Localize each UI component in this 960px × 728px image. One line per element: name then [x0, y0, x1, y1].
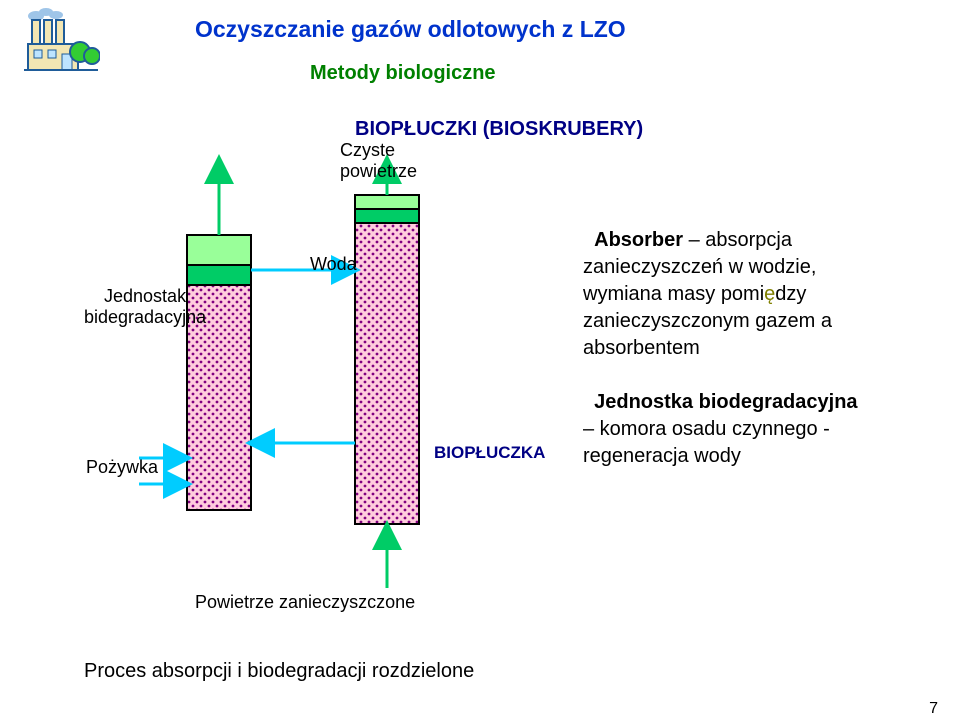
page-title: Oczyszczanie gazów odlotowych z LZO [195, 16, 626, 43]
page-number: 7 [929, 700, 938, 718]
page-subtitle: Metody biologiczne [310, 62, 496, 85]
body-absorber: Absorber – absorpcja zanieczyszczeń w wo… [583, 200, 943, 362]
label-water: Woda [310, 254, 357, 275]
biodegradation-column [187, 235, 251, 510]
label-feed: Pożywka [86, 457, 158, 478]
bioscrubber-diagram [83, 140, 533, 640]
body-unit: Jednostka biodegradacyjna – komora osadu… [583, 362, 943, 470]
diagram-caption: BIOPŁUCZKI (BIOSKRUBERY) [355, 118, 643, 141]
footer-line: Proces absorpcji i biodegradacji rozdzie… [84, 660, 474, 683]
label-biodeg-unit: Jednostak bidegradacyjna [84, 286, 206, 327]
unit-text: – komora osadu czynnego - regeneracja wo… [583, 418, 830, 467]
absorber-special-char: ę [764, 283, 775, 305]
label-bioscrubber: BIOPŁUCZKA [434, 443, 545, 463]
label-clean-air: Czyste powietrze [340, 140, 417, 181]
factory-icon [22, 6, 100, 76]
label-dirty-air: Powietrze zanieczyszczone [195, 592, 415, 613]
unit-title: Jednostka biodegradacyjna [594, 391, 857, 413]
absorber-title: Absorber [594, 229, 683, 251]
bioscrubber-column [355, 195, 419, 524]
